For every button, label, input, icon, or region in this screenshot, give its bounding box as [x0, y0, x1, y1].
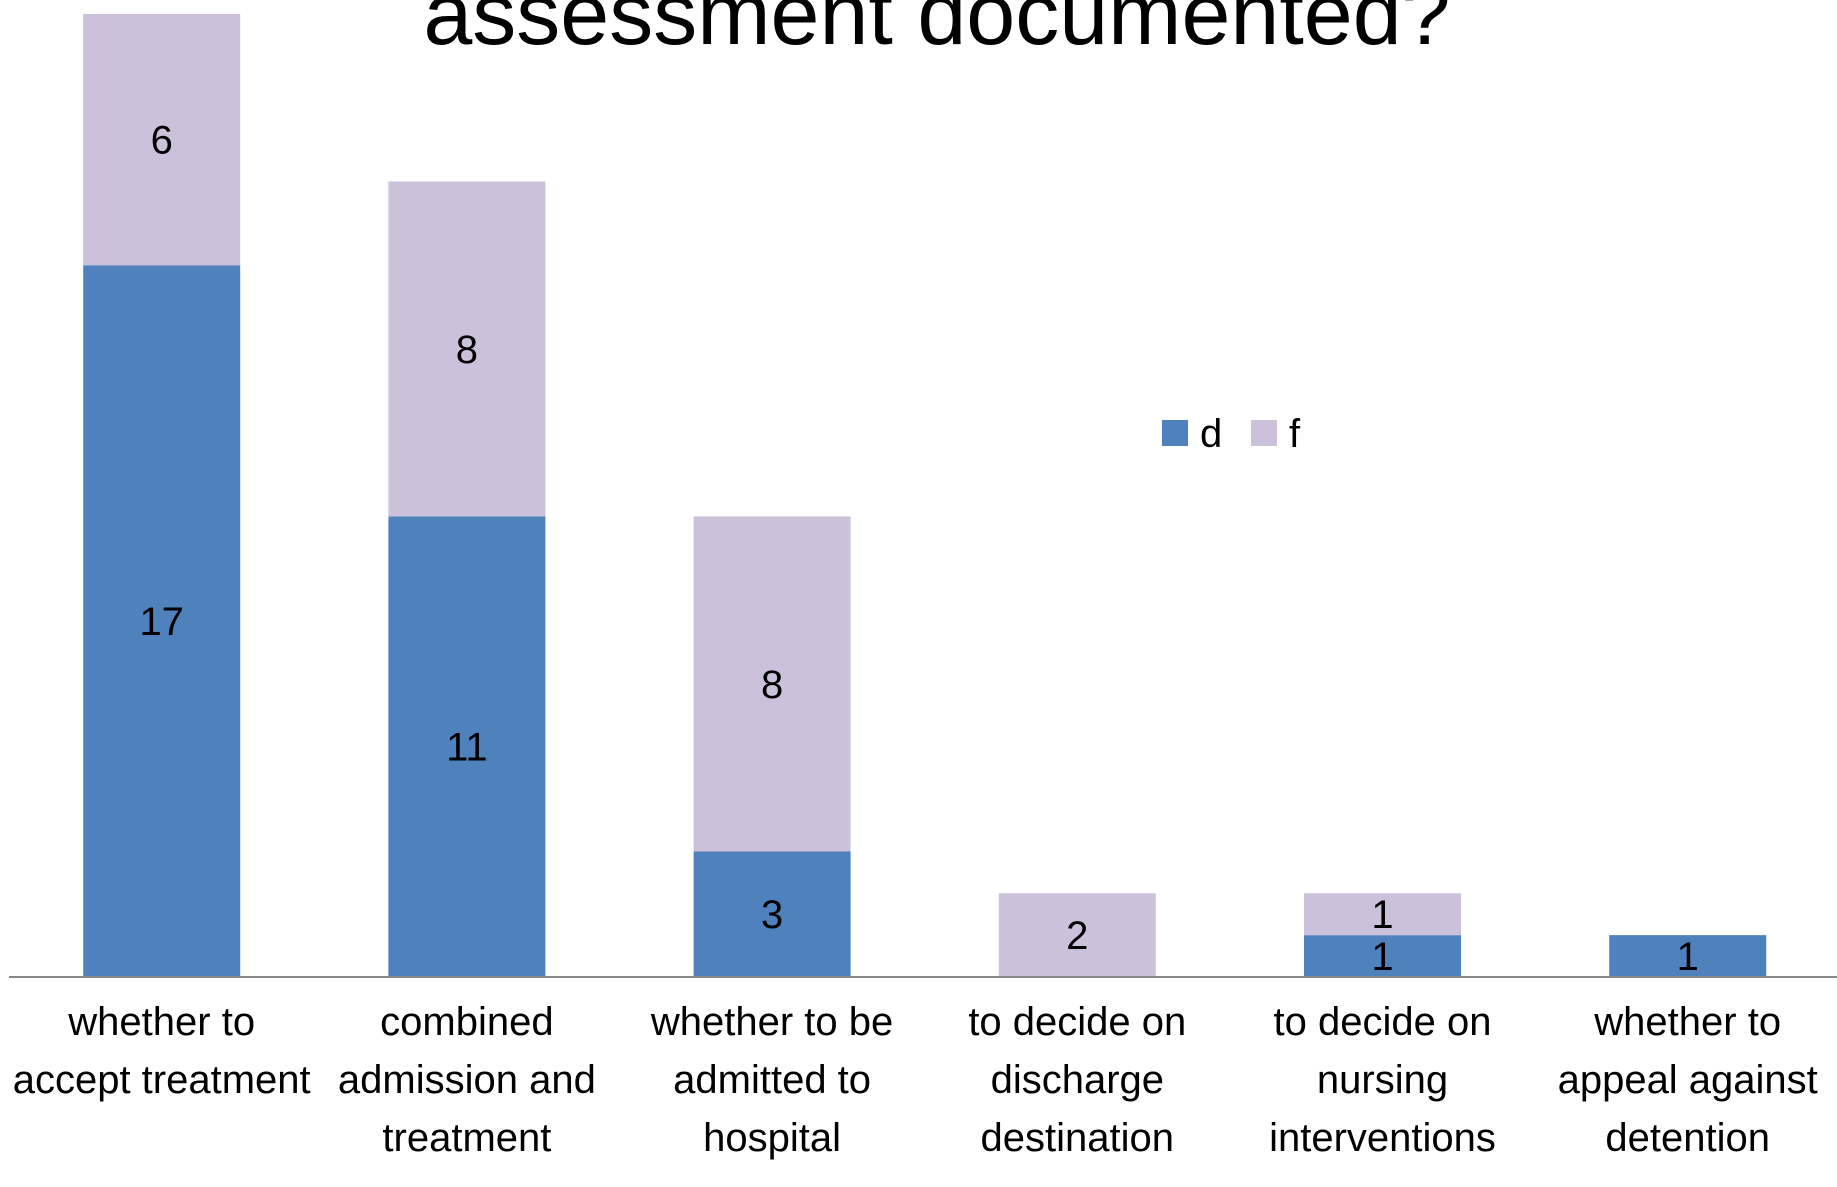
data-label: 2	[1066, 914, 1088, 958]
bar-segment	[388, 181, 546, 517]
legend-swatch	[1162, 420, 1188, 446]
data-label: 17	[139, 600, 184, 644]
x-tick-label: to decide on discharge destination	[968, 1000, 1187, 1160]
bar-segment	[83, 265, 241, 977]
data-label: 1	[1677, 935, 1699, 979]
data-label: 1	[1371, 935, 1393, 979]
bar-segment	[83, 14, 241, 266]
legend-label: f	[1289, 412, 1301, 456]
data-label: 6	[151, 119, 173, 163]
bar-segment	[388, 516, 546, 977]
legend-label: d	[1200, 412, 1222, 456]
data-label: 3	[761, 893, 783, 937]
bar-segment	[998, 893, 1156, 977]
bar-segment	[1304, 893, 1461, 936]
data-label: 8	[761, 663, 783, 707]
data-label: 8	[456, 328, 478, 372]
bar-segment	[1304, 935, 1461, 977]
x-tick-label: whether to be admitted to hospital	[650, 1000, 894, 1160]
data-label: 11	[446, 726, 488, 770]
legend-swatch	[1251, 420, 1277, 446]
chart-title: assessment documented?	[423, 0, 1450, 63]
data-label: 1	[1371, 893, 1393, 937]
bar-segment	[1609, 935, 1767, 977]
x-tick-label: whether to accept treatment	[12, 1000, 311, 1102]
x-tick-label: to decide on nursing interventions	[1269, 1000, 1496, 1160]
bar-segment	[693, 851, 851, 977]
bar-segment	[693, 516, 851, 852]
x-tick-label: combined admission and treatment	[337, 1000, 596, 1160]
x-tick-label: whether to appeal against detention	[1557, 1000, 1818, 1160]
